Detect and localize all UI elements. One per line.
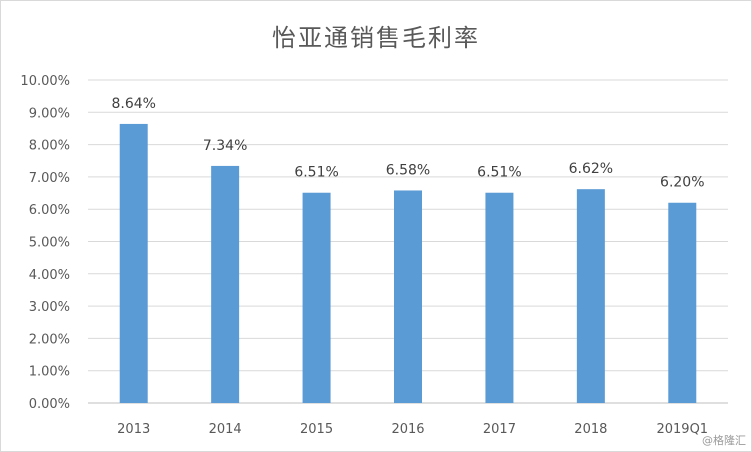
x-tick-label: 2016 [391,422,424,437]
bar [485,192,514,403]
y-tick-label: 7.00% [29,171,70,186]
bar [668,202,697,403]
bar [302,192,331,403]
data-label: 6.62% [569,161,613,177]
bar [119,123,148,403]
data-label: 7.34% [203,138,247,154]
y-tick-label: 10.00% [20,74,70,89]
data-label: 8.64% [111,96,155,112]
data-label: 6.51% [477,165,521,181]
bar [394,190,422,403]
y-tick-label: 8.00% [29,139,70,154]
y-tick-label: 6.00% [29,203,70,218]
bar [211,165,240,403]
y-tick-label: 2.00% [29,332,70,347]
bars [119,123,697,403]
x-axis-ticks: 2013 2014 2015 2016 2017 2018 2019Q1 [117,422,708,437]
chart-title: 怡亚通销售毛利率 [272,24,480,52]
y-tick-label: 4.00% [29,268,70,283]
y-tick-label: 5.00% [29,236,70,251]
data-label: 6.20% [660,175,704,191]
x-tick-label: 2017 [483,422,516,437]
data-label: 6.58% [386,162,430,178]
data-label: 6.51% [294,165,338,181]
y-tick-label: 1.00% [29,365,70,380]
y-tick-label: 9.00% [29,106,70,121]
x-tick-label: 2015 [300,422,333,437]
y-tick-label: 0.00% [29,397,70,412]
x-tick-label: 2013 [117,422,150,437]
data-labels: 8.64% 7.34% 6.51% 6.58% 6.51% 6.62% 6.20% [111,96,704,191]
watermark: @格隆汇 [702,434,746,447]
bar [576,189,605,403]
y-tick-label: 3.00% [29,300,70,315]
y-axis-ticks: 0.00% 1.00% 2.00% 3.00% 4.00% 5.00% 6.00% 7.00%… [20,74,70,412]
x-tick-label: 2019Q1 [656,422,708,437]
x-tick-label: 2014 [209,422,242,437]
x-tick-label: 2018 [574,422,607,437]
